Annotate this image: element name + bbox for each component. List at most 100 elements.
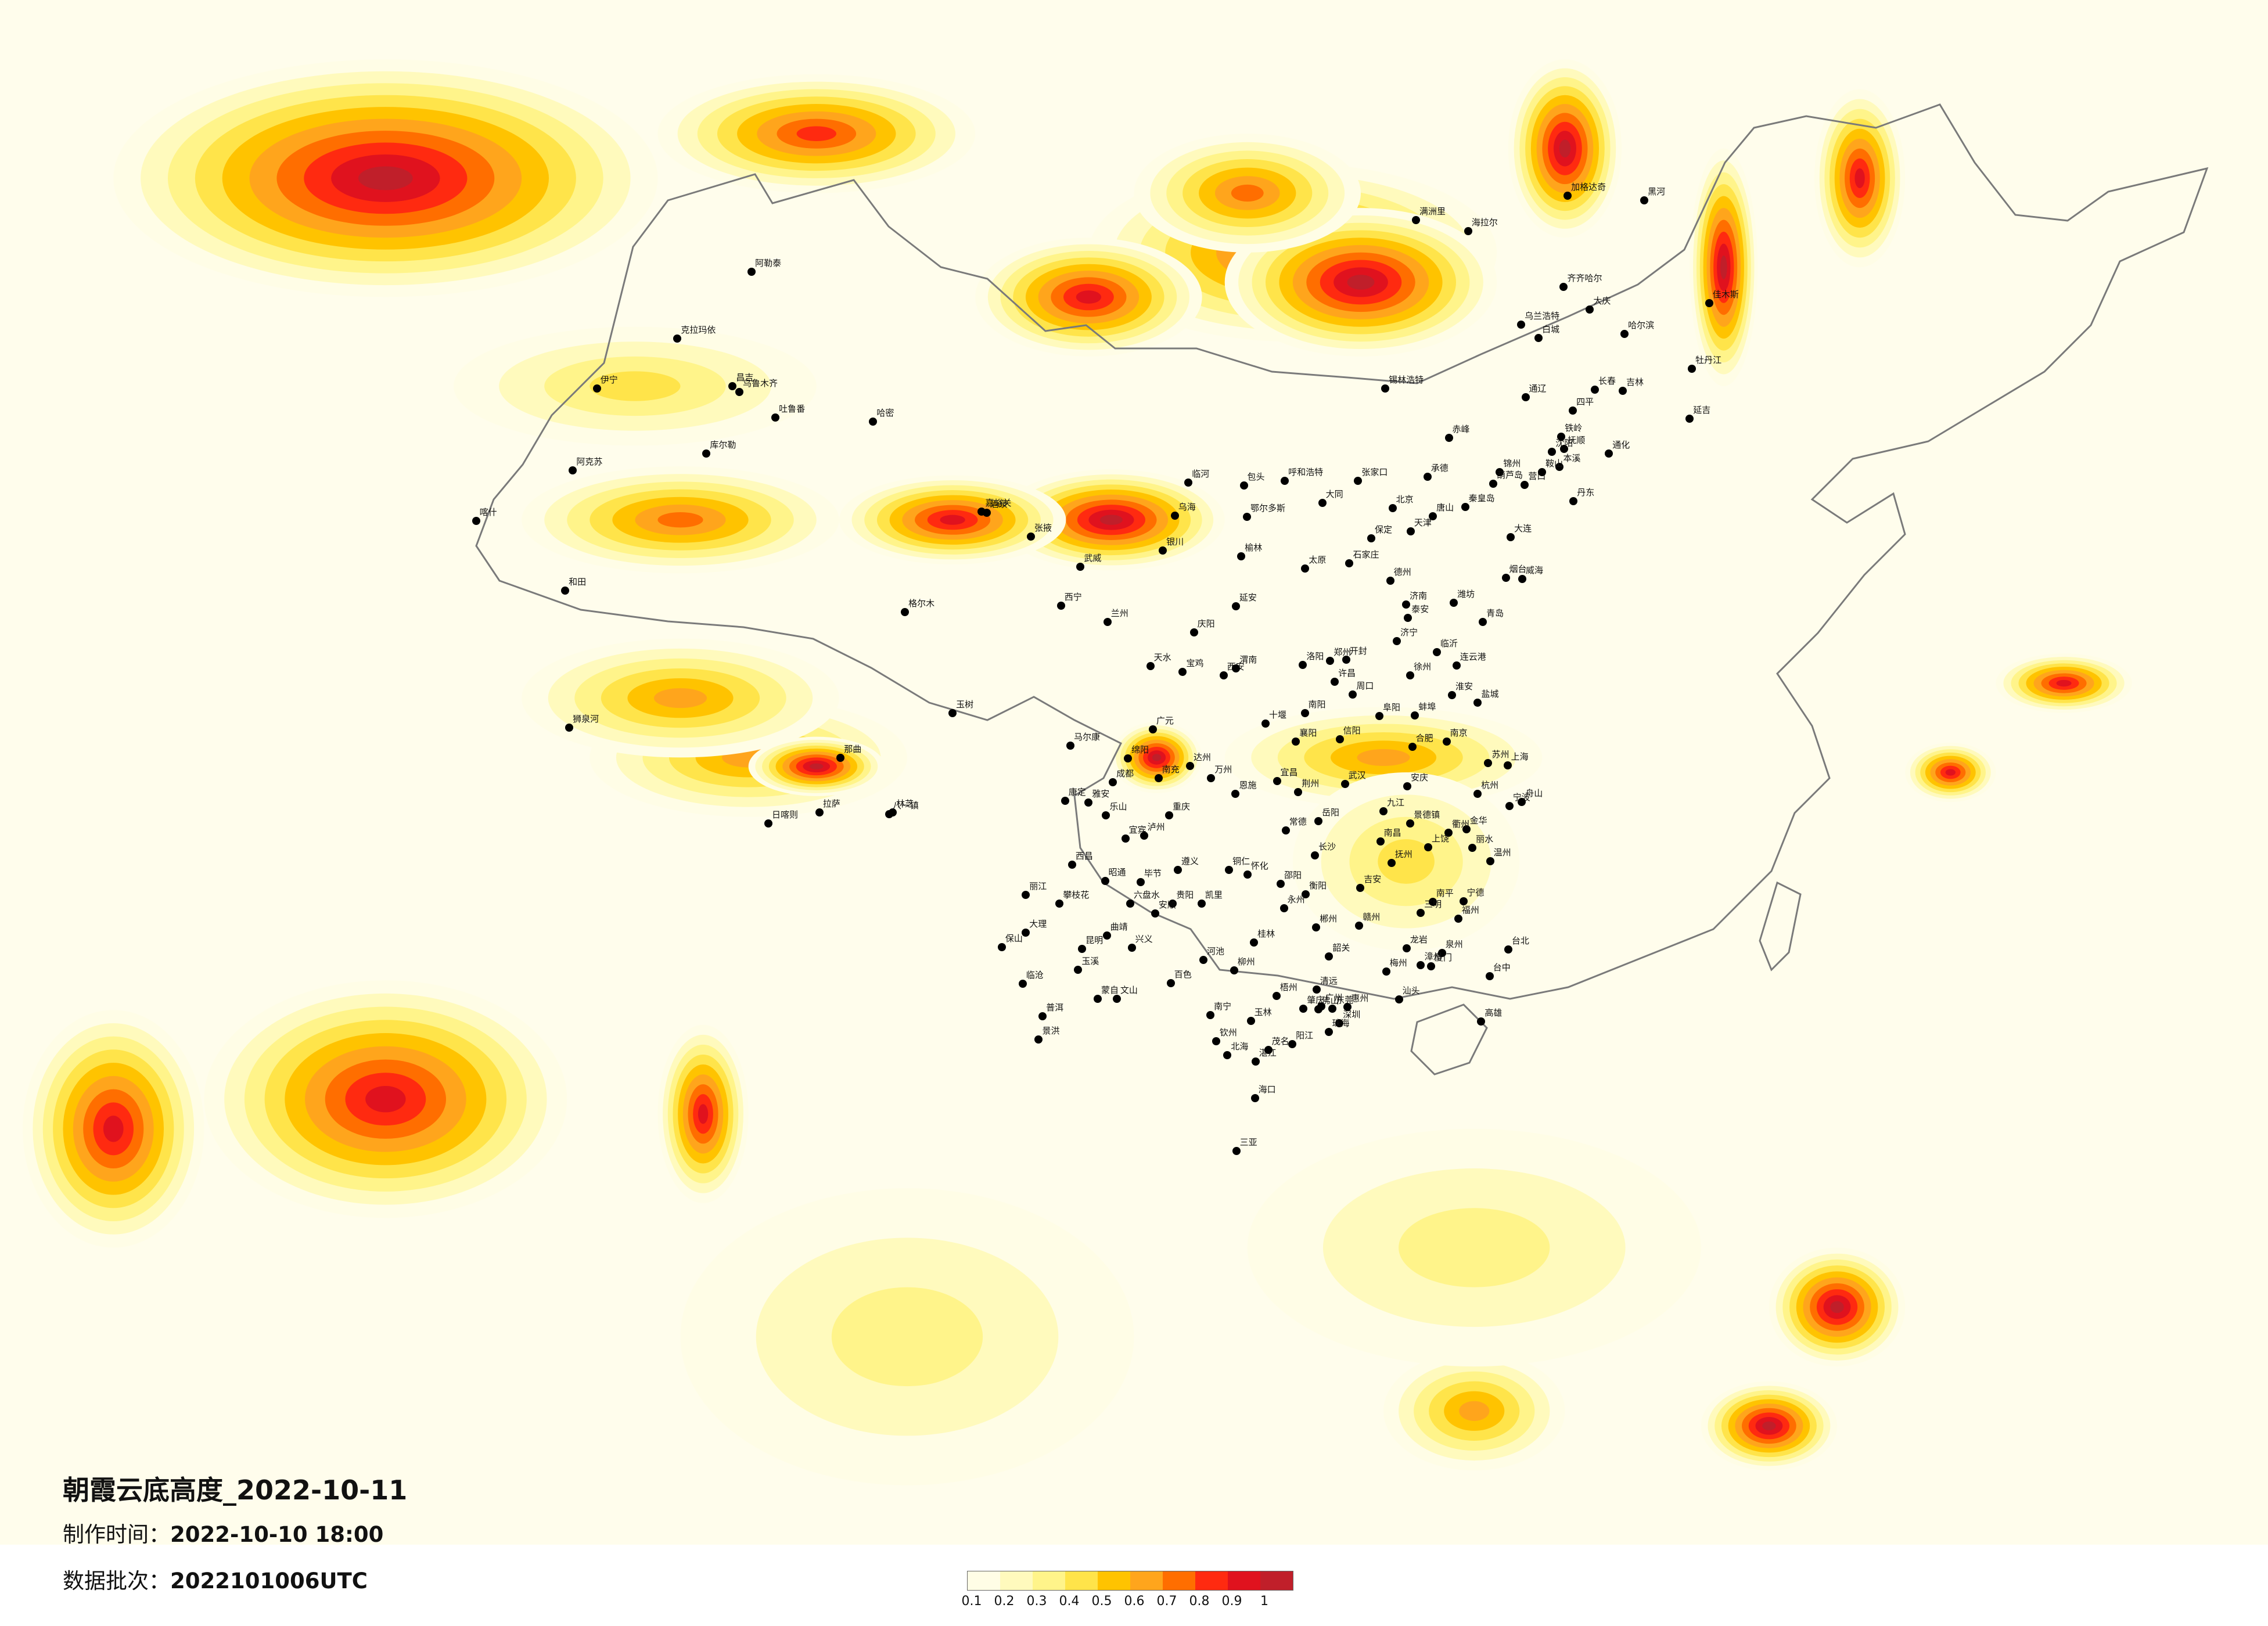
map-title: 朝霞云底高度_2022-10-11: [63, 1474, 408, 1506]
city-dot: [673, 334, 682, 343]
city-label: 合肥: [1415, 733, 1433, 743]
city-dot: [1507, 533, 1515, 542]
city-label: 绵阳: [1131, 744, 1149, 755]
city-dot: [1184, 479, 1193, 487]
city-label: 济宁: [1400, 627, 1418, 638]
city-dot: [1688, 365, 1696, 373]
city-dot: [1126, 899, 1134, 908]
city-label: 加格达奇: [1571, 181, 1606, 192]
city-label: 攀枝花: [1063, 890, 1090, 901]
city-label: 盐城: [1481, 688, 1499, 699]
heat-blob: [1231, 184, 1264, 202]
city-label: 伊宁: [600, 375, 618, 386]
city-label: 吉安: [1364, 873, 1382, 884]
city-label: 蒙自: [1101, 985, 1119, 996]
city-dot: [1136, 878, 1145, 887]
city-dot: [1066, 741, 1075, 750]
city-dot: [1376, 837, 1385, 846]
data-batch-label: 数据批次：: [63, 1569, 170, 1593]
city-dot: [1231, 790, 1240, 798]
city-dot: [735, 388, 744, 397]
city-dot: [1504, 945, 1512, 954]
city-dot: [1461, 503, 1469, 512]
city-label: 四平: [1576, 397, 1594, 408]
city-label: 吐鲁番: [779, 403, 806, 414]
city-label: 百色: [1174, 969, 1192, 980]
city-dot: [869, 418, 878, 426]
city-label: 岳阳: [1321, 807, 1339, 818]
city-label: 延安: [1239, 592, 1257, 603]
city-dot: [1169, 900, 1177, 908]
city-label: 玉溪: [1081, 956, 1099, 967]
city-label: 西昌: [1075, 850, 1093, 861]
legend-swatch: [968, 1571, 1000, 1590]
city-dot: [1127, 944, 1136, 952]
city-dot: [1219, 671, 1228, 679]
city-dot: [1402, 944, 1411, 952]
legend-tick-label: 0.6: [1124, 1594, 1145, 1609]
city-dot: [1479, 617, 1487, 626]
city-dot: [747, 268, 756, 276]
issue-time-value: 2022-10-10 18:00: [170, 1522, 384, 1547]
city-label: 曲靖: [1110, 922, 1128, 933]
city-label: 临河: [1192, 469, 1210, 480]
city-dot: [1345, 559, 1354, 567]
city-dot: [1170, 511, 1179, 520]
city-label: 齐齐哈尔: [1567, 272, 1602, 283]
city-dot: [1109, 778, 1117, 786]
city-dot: [1061, 796, 1069, 805]
city-dot: [1484, 758, 1493, 767]
city-dot: [1018, 980, 1027, 988]
city-dot: [836, 754, 845, 762]
city-label: 哈密: [876, 408, 894, 419]
city-label: 邵阳: [1284, 870, 1302, 881]
heat-blob: [590, 371, 681, 401]
city-dot: [1521, 481, 1529, 490]
city-dot: [1103, 618, 1112, 627]
city-label: 阿克苏: [576, 456, 603, 467]
city-label: 西宁: [1064, 591, 1082, 602]
city-label: 桂林: [1257, 929, 1275, 940]
city-dot: [1173, 865, 1182, 874]
city-label: 普洱: [1046, 1002, 1064, 1013]
city-dot: [1199, 955, 1207, 964]
city-label: 南宁: [1214, 1001, 1232, 1012]
city-dot: [1557, 433, 1566, 441]
city-dot: [1417, 961, 1425, 969]
city-dot: [1705, 298, 1713, 307]
city-label: 万州: [1214, 764, 1232, 775]
city-label: 青岛: [1486, 607, 1504, 618]
city-dot: [1355, 922, 1364, 930]
city-label: 天水: [1153, 652, 1171, 663]
city-label: 韶关: [1332, 942, 1350, 953]
city-label: 丽水: [1476, 834, 1494, 845]
legend-tick-label: 0.1: [961, 1594, 982, 1609]
heat-blob: [1945, 769, 1956, 776]
heat-blob: [2056, 679, 2072, 687]
city-dot: [1356, 883, 1365, 892]
city-dot: [1318, 498, 1327, 507]
city-dot: [1393, 637, 1401, 646]
legend-swatch: [1098, 1571, 1130, 1590]
city-label: 安顺: [1158, 899, 1176, 910]
city-label: 济南: [1410, 590, 1428, 601]
city-label: 格尔木: [908, 598, 935, 609]
city-dot: [1140, 831, 1148, 840]
city-dot: [1076, 562, 1085, 571]
heat-blob: [1559, 139, 1571, 158]
city-label: 八一镇: [892, 800, 919, 811]
city-label: 广元: [1156, 715, 1174, 726]
heat-blob: [1399, 1208, 1550, 1287]
city-label: 包头: [1247, 471, 1265, 482]
city-label: 信阳: [1343, 725, 1361, 736]
city-dot: [1207, 774, 1216, 783]
city-dot: [1496, 468, 1504, 477]
heat-blob: [365, 1085, 406, 1113]
map-area[interactable]: 克拉玛依 阿勒泰 伊宁 昌吉 乌鲁木齐 吐鲁番 哈密 库尔勒 阿克苏 喀什 和田 狮泉河 日喀则 拉萨 林芝…: [0, 0, 2268, 1545]
city-dot: [1486, 857, 1494, 866]
city-dot: [472, 516, 480, 525]
city-label: 金华: [1469, 815, 1487, 826]
city-label: 张家口: [1361, 466, 1388, 477]
city-label: 丹东: [1577, 487, 1595, 498]
city-label: 赤峰: [1452, 424, 1470, 434]
